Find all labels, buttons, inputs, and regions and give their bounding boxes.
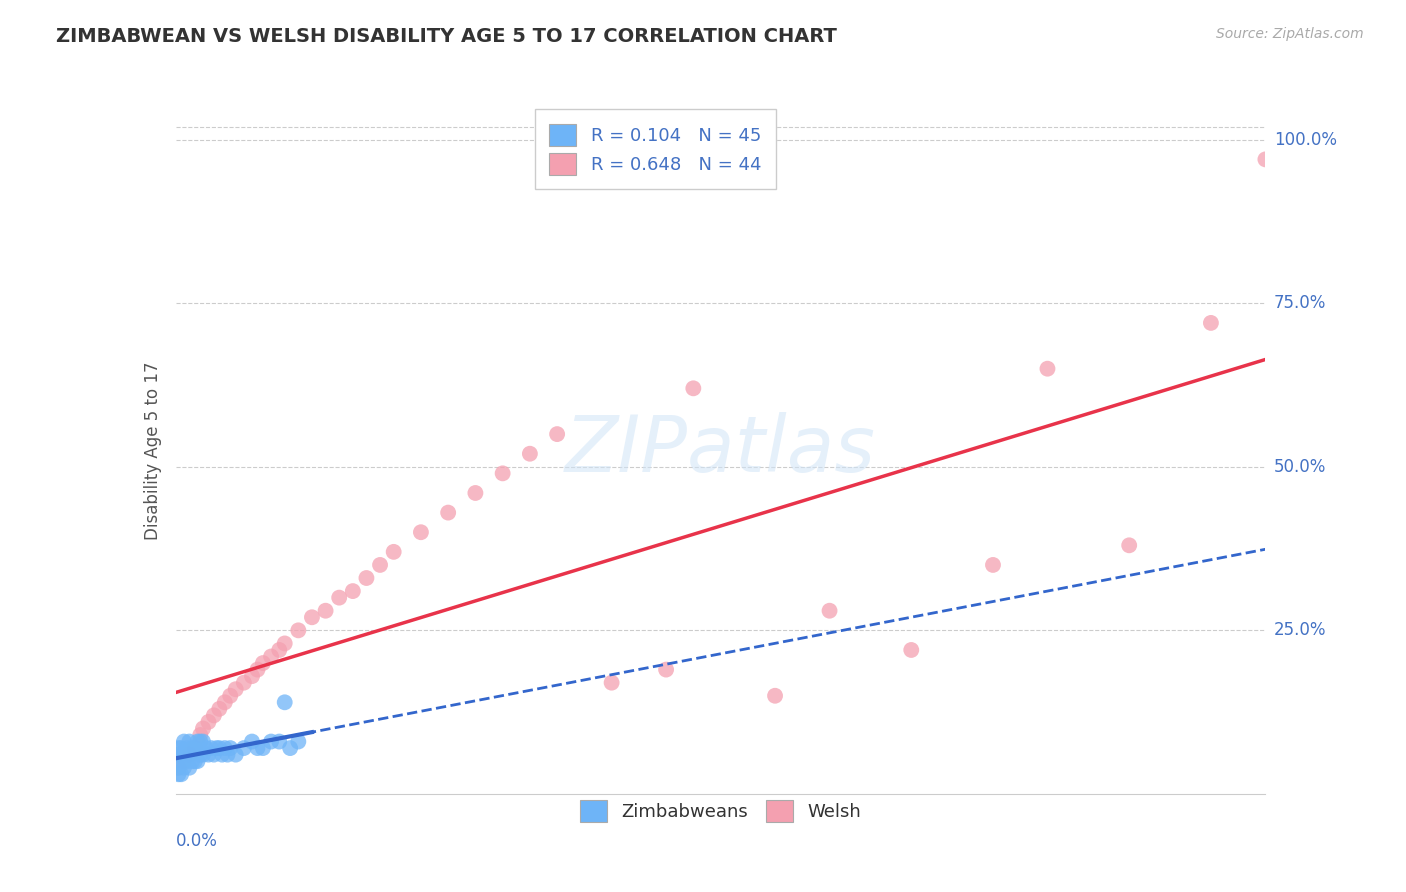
Point [191, 722, 214, 736]
Point [205, 741, 228, 756]
Point [437, 506, 460, 520]
Point [184, 754, 207, 768]
Point [191, 747, 214, 762]
Point [981, 558, 1004, 572]
Point [246, 741, 269, 756]
Point [269, 734, 291, 748]
Point [186, 754, 209, 768]
Point [260, 649, 283, 664]
Point [464, 486, 486, 500]
Point [181, 741, 204, 756]
Point [197, 714, 219, 729]
Point [546, 427, 568, 442]
Point [208, 702, 231, 716]
Point [202, 747, 225, 762]
Point [219, 689, 242, 703]
Text: ZIMBABWEAN VS WELSH DISABILITY AGE 5 TO 17 CORRELATION CHART: ZIMBABWEAN VS WELSH DISABILITY AGE 5 TO … [56, 27, 837, 45]
Point [219, 741, 242, 756]
Text: 25.0%: 25.0% [1274, 622, 1326, 640]
Point [1199, 316, 1222, 330]
Point [167, 741, 190, 756]
Point [217, 747, 239, 762]
Point [682, 381, 704, 395]
Text: ZIPatlas: ZIPatlas [565, 412, 876, 489]
Point [1036, 361, 1059, 376]
Point [342, 584, 364, 599]
Point [519, 447, 541, 461]
Point [368, 558, 391, 572]
Point [240, 734, 263, 748]
Point [278, 741, 301, 756]
Point [179, 747, 201, 762]
Point [176, 754, 198, 768]
Point [274, 636, 297, 650]
Point [214, 741, 236, 756]
Point [173, 754, 195, 768]
Point [246, 663, 269, 677]
Point [1118, 538, 1140, 552]
Point [655, 663, 678, 677]
Point [356, 571, 378, 585]
Point [188, 728, 211, 742]
Point [167, 747, 190, 762]
Text: Source: ZipAtlas.com: Source: ZipAtlas.com [1216, 27, 1364, 41]
Point [170, 754, 193, 768]
Point [900, 643, 922, 657]
Point [225, 682, 247, 697]
Point [214, 695, 236, 709]
Point [328, 591, 350, 605]
Text: 75.0%: 75.0% [1274, 294, 1326, 312]
Point [184, 741, 207, 756]
Point [252, 656, 274, 670]
Point [173, 761, 195, 775]
Point [315, 604, 337, 618]
Point [184, 741, 207, 756]
Point [188, 747, 211, 762]
Point [167, 761, 190, 775]
Y-axis label: Disability Age 5 to 17: Disability Age 5 to 17 [143, 361, 162, 540]
Point [179, 734, 201, 748]
Point [600, 675, 623, 690]
Point [173, 734, 195, 748]
Point [176, 741, 198, 756]
Point [409, 525, 432, 540]
Point [188, 734, 211, 748]
Text: 100.0%: 100.0% [1274, 131, 1337, 149]
Point [818, 604, 841, 618]
Point [170, 741, 193, 756]
Point [194, 741, 217, 756]
Point [191, 734, 214, 748]
Point [240, 669, 263, 683]
Point [211, 747, 233, 762]
Point [181, 754, 204, 768]
Point [167, 761, 190, 775]
Point [179, 747, 201, 762]
Point [179, 761, 201, 775]
Point [225, 747, 247, 762]
Point [287, 624, 309, 638]
Legend: Zimbabweans, Welsh: Zimbabweans, Welsh [565, 786, 876, 837]
Point [186, 734, 209, 748]
Point [763, 689, 786, 703]
Text: 50.0%: 50.0% [1274, 458, 1326, 475]
Point [173, 747, 195, 762]
Text: 0.0%: 0.0% [176, 831, 218, 850]
Point [260, 734, 283, 748]
Point [202, 708, 225, 723]
Point [167, 767, 190, 781]
Point [197, 747, 219, 762]
Point [492, 467, 515, 481]
Point [269, 643, 291, 657]
Point [232, 741, 254, 756]
Point [1254, 153, 1277, 167]
Point [170, 767, 193, 781]
Point [200, 741, 222, 756]
Point [382, 545, 405, 559]
Point [208, 741, 231, 756]
Point [301, 610, 323, 624]
Point [287, 734, 309, 748]
Point [232, 675, 254, 690]
Point [274, 695, 297, 709]
Point [252, 741, 274, 756]
